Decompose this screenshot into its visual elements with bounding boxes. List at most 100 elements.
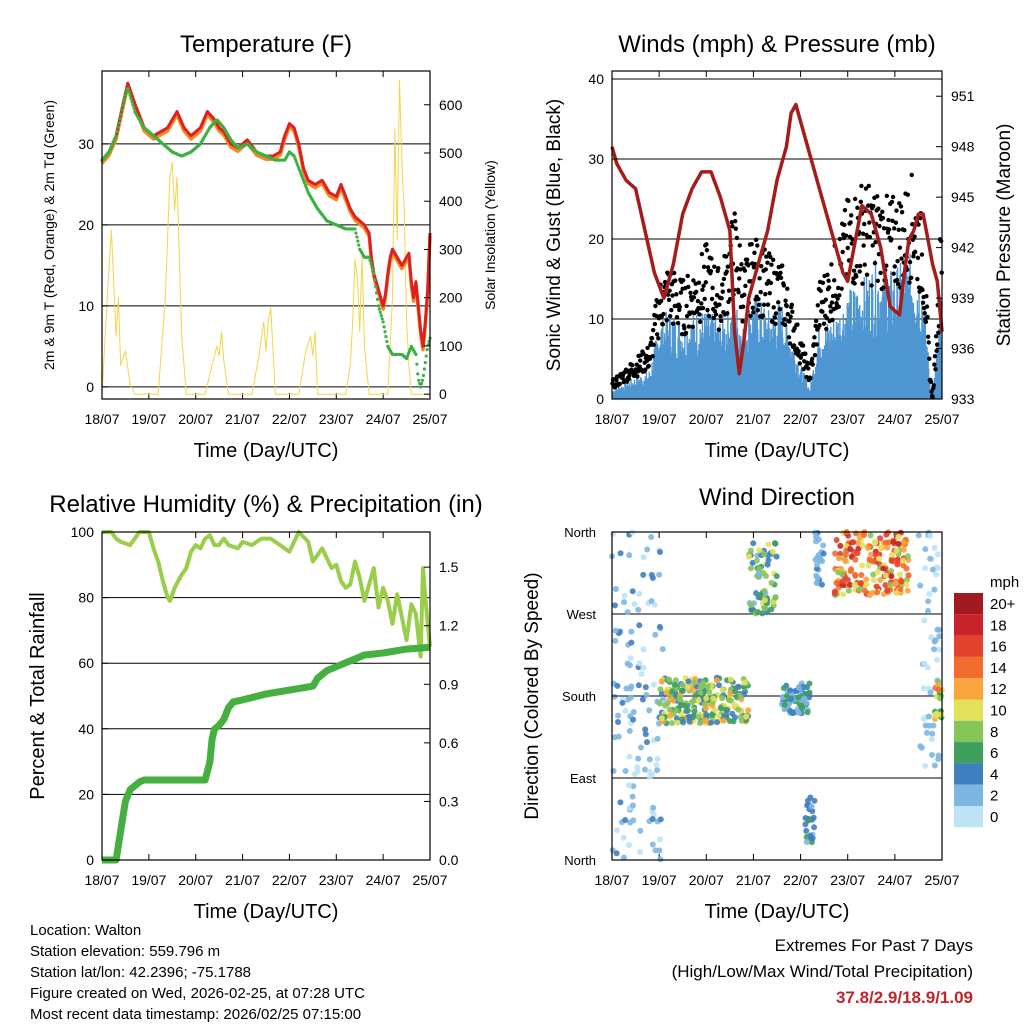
- direction-point: [935, 681, 942, 688]
- direction-point: [905, 572, 912, 579]
- plot-frame: [101, 70, 431, 400]
- direction-point: [656, 571, 663, 578]
- direction-point: [895, 533, 902, 540]
- direction-point: [737, 714, 744, 721]
- y2-axis-label: Solar Insolation (Yellow): [482, 160, 498, 310]
- x-axis-label: Time (Day/UTC): [705, 440, 850, 462]
- direction-point: [715, 712, 722, 719]
- gust-point: [860, 231, 866, 236]
- direction-point: [672, 681, 679, 688]
- direction-point: [643, 739, 650, 746]
- direction-point: [688, 699, 695, 706]
- direction-point: [615, 719, 622, 726]
- gust-point: [828, 304, 833, 309]
- gust-point: [792, 326, 797, 331]
- dewpoint-point: [385, 339, 389, 344]
- direction-point: [631, 601, 638, 608]
- y-tick-label: 0: [596, 391, 604, 407]
- dewpoint-point: [417, 378, 421, 382]
- temp-2m-line: [100, 81, 432, 348]
- direction-point: [731, 701, 738, 708]
- gust-point: [809, 356, 815, 362]
- direction-point: [848, 566, 855, 573]
- direction-point: [801, 695, 808, 702]
- gust-point: [933, 366, 938, 372]
- direction-point: [637, 827, 644, 834]
- gust-point: [776, 300, 781, 305]
- gust-point: [740, 304, 746, 309]
- direction-point: [925, 713, 932, 720]
- direction-point: [854, 550, 861, 557]
- gust-point: [890, 218, 895, 223]
- dewpoint-point: [293, 156, 297, 161]
- direction-point: [648, 533, 655, 540]
- gust-point: [928, 379, 934, 385]
- direction-point: [922, 565, 929, 572]
- gust-point: [743, 283, 748, 289]
- gust-point: [654, 332, 660, 337]
- y-tick-label: 20: [78, 786, 94, 802]
- direction-point: [631, 771, 638, 778]
- direction-point: [795, 684, 802, 691]
- gust-point: [933, 334, 939, 339]
- direction-point: [874, 589, 881, 596]
- dewpoint-point: [373, 278, 377, 282]
- direction-point: [761, 551, 768, 558]
- direction-point: [628, 639, 635, 646]
- y2-tick-label: 300: [439, 241, 463, 257]
- x-tick-label: 22/07: [783, 872, 818, 888]
- direction-point: [651, 681, 658, 688]
- dewpoint-point: [376, 304, 381, 308]
- direction-point: [833, 536, 840, 543]
- direction-point: [870, 576, 877, 583]
- dewpoint-point: [419, 382, 424, 386]
- gust-point: [738, 267, 743, 272]
- direction-point: [732, 688, 739, 695]
- gust-point: [700, 305, 706, 311]
- y-tick-label: 0: [86, 379, 94, 395]
- direction-point: [659, 646, 666, 653]
- gust-point: [651, 327, 656, 333]
- x-tick-label: 20/07: [689, 411, 724, 427]
- direction-point: [839, 571, 846, 578]
- x-tick-label: 21/07: [736, 872, 771, 888]
- gust-point: [673, 278, 678, 283]
- direction-point: [888, 551, 895, 558]
- direction-point: [612, 586, 619, 593]
- direction-point: [934, 626, 941, 633]
- direction-point: [813, 579, 820, 586]
- gust-point: [881, 285, 886, 290]
- direction-point: [622, 817, 629, 824]
- dewpoint-point: [121, 103, 125, 108]
- direction-point: [795, 709, 802, 716]
- y-tick-label: East: [570, 771, 596, 786]
- direction-point: [650, 804, 657, 811]
- y2-tick-label: 600: [439, 97, 463, 113]
- direction-point: [933, 710, 940, 717]
- plot-frame: [611, 70, 943, 400]
- gust-point: [786, 335, 792, 340]
- gust-point: [912, 234, 917, 239]
- gust-point: [833, 293, 838, 298]
- dewpoint-point: [131, 103, 135, 107]
- gust-point: [924, 304, 930, 309]
- gust-point: [684, 303, 689, 309]
- gust-point: [791, 343, 797, 348]
- gust-point: [862, 262, 867, 267]
- direction-point: [787, 707, 794, 714]
- direction-point: [837, 542, 844, 549]
- colorbar-swatch: [954, 656, 983, 679]
- y2-tick-label: 948: [951, 139, 975, 155]
- gust-point: [683, 330, 689, 336]
- direction-point: [652, 847, 659, 854]
- gust-point: [789, 302, 795, 307]
- direction-point: [745, 707, 752, 714]
- direction-point: [715, 682, 722, 689]
- direction-point: [622, 768, 629, 775]
- direction-point: [648, 571, 655, 578]
- direction-point: [806, 694, 813, 701]
- gust-point: [895, 281, 901, 287]
- precipitation-line: [102, 643, 431, 864]
- gust-point: [934, 348, 939, 354]
- x-tick-label: 22/07: [272, 872, 307, 888]
